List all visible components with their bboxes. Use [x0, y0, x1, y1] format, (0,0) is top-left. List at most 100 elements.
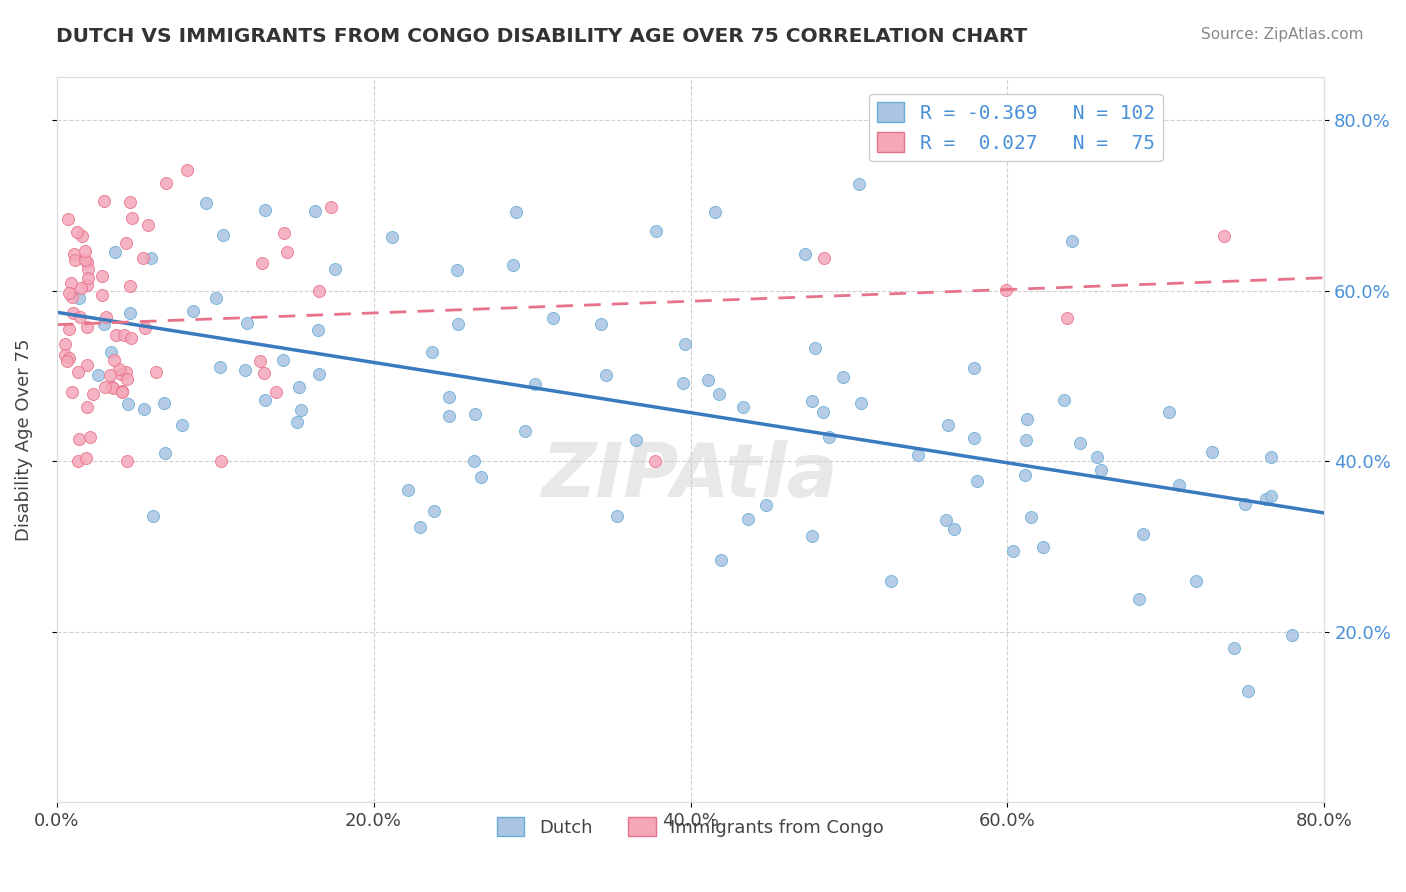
Point: [447, 318, 470, 332]
Point: [308, 368, 330, 382]
Text: DUTCH VS IMMIGRANTS FROM CONGO DISABILITY AGE OVER 75 CORRELATION CHART: DUTCH VS IMMIGRANTS FROM CONGO DISABILIT…: [56, 27, 1028, 45]
Point: [1128, 591, 1150, 606]
Point: [170, 418, 193, 433]
Point: [813, 251, 835, 265]
Point: [211, 454, 233, 468]
Point: [848, 177, 870, 191]
Point: [76, 358, 98, 372]
Point: [737, 512, 759, 526]
Point: [56, 354, 79, 368]
Point: [704, 204, 727, 219]
Point: [134, 321, 156, 335]
Point: [212, 228, 235, 243]
Point: [53, 348, 76, 362]
Point: [60, 384, 83, 399]
Point: [266, 385, 288, 400]
Point: [155, 176, 177, 190]
Point: [624, 434, 647, 448]
Point: [58, 285, 80, 300]
Point: [76, 255, 98, 269]
Point: [100, 368, 122, 382]
Point: [56, 212, 79, 227]
Point: [463, 454, 485, 468]
Point: [1236, 684, 1258, 698]
Y-axis label: Disability Age Over 75: Disability Age Over 75: [15, 339, 32, 541]
Point: [100, 345, 122, 359]
Point: [595, 368, 617, 382]
Point: [817, 430, 839, 444]
Point: [813, 405, 835, 419]
Point: [276, 245, 298, 260]
Point: [67, 454, 90, 468]
Point: [108, 362, 131, 376]
Point: [77, 262, 100, 277]
Point: [76, 270, 98, 285]
Point: [79, 430, 101, 444]
Point: [1053, 392, 1076, 407]
Point: [96, 310, 118, 324]
Point: [101, 381, 124, 395]
Point: [91, 268, 114, 283]
Point: [936, 417, 959, 432]
Point: [139, 251, 162, 265]
Point: [82, 387, 104, 401]
Point: [832, 370, 855, 384]
Point: [233, 362, 256, 376]
Point: [90, 288, 112, 302]
Point: [1019, 509, 1042, 524]
Point: [515, 424, 537, 438]
Point: [132, 252, 155, 266]
Point: [66, 225, 89, 239]
Point: [304, 203, 326, 218]
Point: [53, 337, 76, 351]
Point: [75, 450, 97, 465]
Point: [104, 245, 127, 260]
Point: [502, 258, 524, 272]
Point: [446, 263, 468, 277]
Point: [153, 396, 176, 410]
Point: [644, 454, 666, 468]
Point: [755, 499, 778, 513]
Point: [66, 365, 89, 379]
Point: [253, 367, 276, 381]
Point: [1090, 463, 1112, 477]
Point: [437, 409, 460, 424]
Point: [697, 374, 720, 388]
Point: [1254, 492, 1277, 507]
Point: [589, 317, 612, 331]
Point: [118, 279, 141, 293]
Point: [103, 353, 125, 368]
Legend: Dutch, Immigrants from Congo: Dutch, Immigrants from Congo: [491, 810, 891, 844]
Point: [1132, 526, 1154, 541]
Point: [1223, 640, 1246, 655]
Point: [104, 328, 127, 343]
Point: [93, 194, 115, 208]
Point: [111, 384, 134, 398]
Point: [1201, 444, 1223, 458]
Point: [76, 400, 98, 414]
Point: [73, 253, 96, 268]
Point: [1085, 450, 1108, 465]
Point: [1060, 234, 1083, 248]
Point: [804, 342, 827, 356]
Point: [94, 379, 117, 393]
Point: [943, 522, 966, 536]
Point: [93, 318, 115, 332]
Point: [645, 223, 668, 237]
Point: [249, 354, 271, 368]
Point: [101, 380, 124, 394]
Point: [672, 376, 695, 390]
Point: [1032, 540, 1054, 554]
Point: [254, 392, 277, 407]
Point: [118, 194, 141, 209]
Point: [1234, 497, 1257, 511]
Point: [62, 246, 84, 260]
Point: [110, 367, 132, 381]
Point: [142, 508, 165, 523]
Point: [70, 281, 93, 295]
Point: [733, 400, 755, 414]
Point: [605, 508, 627, 523]
Point: [115, 236, 138, 251]
Point: [60, 276, 83, 290]
Point: [1069, 436, 1091, 450]
